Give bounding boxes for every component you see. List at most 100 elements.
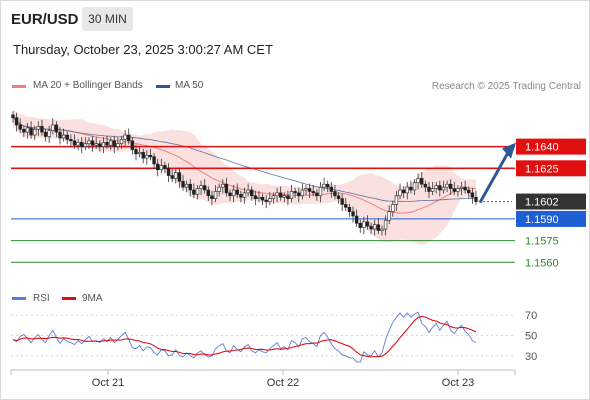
candle-body [362, 221, 366, 228]
candle-body [304, 188, 308, 191]
candle-body [51, 124, 55, 132]
candle-body [333, 191, 337, 197]
candle-body [278, 192, 283, 198]
candle-body [166, 168, 171, 176]
level-box-1.1590 [516, 210, 586, 227]
candle-body [206, 189, 211, 197]
candle-body [300, 189, 305, 197]
candle-body [11, 114, 15, 118]
candle-body [383, 220, 388, 230]
candle-body [401, 189, 406, 194]
rsi-legend-swatch [12, 297, 26, 300]
candle-body [152, 156, 156, 165]
candle-body [452, 188, 456, 192]
rsi-9ma-line [12, 316, 477, 358]
candles-group [11, 111, 478, 236]
candle-body [18, 124, 22, 130]
candle-body [155, 163, 160, 171]
candle-body [474, 196, 478, 202]
candle-body [344, 204, 348, 208]
candle-body [94, 143, 98, 146]
candle-body [69, 139, 73, 142]
level-box-1.1640 [516, 138, 586, 155]
candle-body [101, 141, 106, 147]
timeframe-badge[interactable]: 30 MIN [82, 7, 133, 31]
candle-body [199, 185, 203, 189]
candle-body [405, 186, 409, 194]
candle-body [253, 195, 258, 199]
candle-body [58, 131, 62, 139]
candle-body [130, 140, 135, 150]
candle-body [391, 204, 395, 212]
candle-body [83, 143, 88, 147]
copyright-text: Research © 2025 Trading Central [431, 81, 581, 92]
candle-body [387, 211, 391, 221]
bollinger-band-area [13, 109, 476, 245]
level-label-1.1590: 1.1590 [525, 214, 559, 226]
level-label-1.1602: 1.1602 [525, 197, 559, 209]
candle-body [398, 189, 402, 197]
ma50-line [12, 117, 477, 202]
candle-body [289, 191, 294, 199]
candle-body [470, 192, 475, 198]
candle-body [438, 185, 442, 191]
candle-body [76, 141, 80, 146]
candle-body [423, 183, 428, 188]
rsi-line [12, 311, 477, 363]
candle-body [315, 192, 319, 197]
candle-body [351, 211, 355, 217]
candle-body [148, 154, 153, 158]
candle-body [307, 188, 312, 192]
candle-body [217, 186, 221, 192]
candle-body [416, 178, 420, 184]
candle-body [65, 134, 69, 140]
candle-body [181, 181, 185, 188]
candle-body [192, 189, 196, 195]
candle-body [228, 192, 232, 197]
candle-body [43, 131, 48, 137]
candle-body [22, 128, 26, 133]
candle-body [336, 195, 341, 199]
candle-body [434, 185, 438, 189]
candle-body [430, 188, 435, 192]
candle-body [108, 140, 113, 146]
candle-body [268, 198, 272, 202]
candle-body [369, 225, 373, 230]
level-label-1.1560: 1.1560 [525, 257, 559, 269]
candle-body [358, 222, 362, 228]
candle-body [119, 139, 124, 145]
candle-body [29, 127, 33, 136]
candle-body [448, 183, 453, 189]
candle-body [47, 130, 51, 137]
candle-body [80, 141, 84, 147]
candle-body [14, 117, 19, 126]
ma9-legend-swatch [62, 297, 76, 300]
candle-body [242, 192, 247, 198]
candle-body [257, 196, 261, 199]
candle-body [463, 186, 467, 191]
level-label-1.1575: 1.1575 [525, 236, 559, 248]
candle-body [456, 188, 460, 192]
level-label-1.1625: 1.1625 [525, 163, 559, 175]
candle-body [61, 134, 66, 139]
candle-body [195, 188, 200, 195]
x-tick-label: Oct 22 [267, 377, 299, 389]
candle-body [260, 196, 265, 201]
level-label-1.1640: 1.1640 [525, 142, 559, 154]
timestamp: Thursday, October 23, 2025 3:00:27 AM CE… [13, 42, 273, 57]
candle-body [412, 182, 417, 191]
rsi-tick-label: 70 [525, 310, 537, 322]
candle-body [213, 191, 218, 199]
candle-body [297, 192, 301, 197]
candle-body [441, 186, 446, 191]
candle-body [137, 152, 142, 155]
candle-body [380, 228, 384, 231]
candle-body [293, 191, 297, 194]
candle-body [322, 183, 326, 188]
candle-body [174, 172, 178, 179]
ma20-legend-swatch [12, 85, 26, 88]
candle-body [264, 199, 268, 202]
candle-body [373, 224, 377, 230]
candle-body [347, 207, 352, 212]
